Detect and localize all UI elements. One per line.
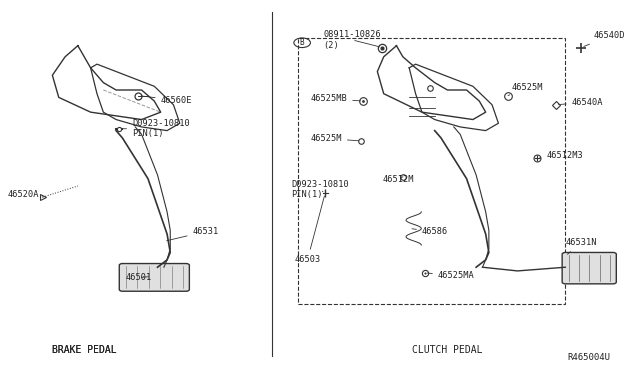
Text: 46520A: 46520A [8, 190, 43, 199]
Text: B: B [300, 38, 305, 47]
Text: D0923-10810
PIN(1): D0923-10810 PIN(1) [291, 180, 349, 199]
Text: 46531N: 46531N [565, 238, 597, 254]
Text: D0923-10810
PIN(1): D0923-10810 PIN(1) [122, 119, 190, 138]
Text: 46525M: 46525M [310, 134, 358, 143]
Text: 46525M: 46525M [508, 83, 543, 96]
Text: 46503: 46503 [294, 196, 324, 264]
Text: 46540D: 46540D [584, 31, 625, 46]
FancyBboxPatch shape [119, 263, 189, 291]
Text: BRAKE PEDAL: BRAKE PEDAL [52, 345, 116, 355]
Text: BRAKE PEDAL: BRAKE PEDAL [52, 345, 116, 355]
Text: 46586: 46586 [412, 227, 448, 236]
Text: 46512M3: 46512M3 [540, 151, 583, 160]
Text: 46531: 46531 [166, 227, 219, 241]
Text: 46525MA: 46525MA [428, 271, 475, 280]
Text: 46512M: 46512M [383, 175, 414, 184]
Text: 08911-10826
(2): 08911-10826 (2) [323, 30, 381, 49]
Text: 46525MB: 46525MB [310, 94, 360, 103]
Text: 46501: 46501 [125, 273, 152, 282]
Text: 46560E: 46560E [141, 96, 192, 105]
Text: 46540A: 46540A [559, 98, 604, 107]
Text: R465004U: R465004U [567, 353, 610, 362]
Bar [298, 38, 565, 304]
FancyBboxPatch shape [562, 253, 616, 284]
Text: CLUTCH PEDAL: CLUTCH PEDAL [412, 345, 483, 355]
